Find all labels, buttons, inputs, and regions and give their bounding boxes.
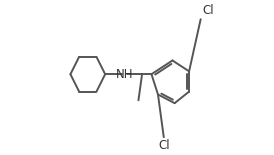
Text: Cl: Cl xyxy=(202,4,214,17)
Text: NH: NH xyxy=(116,68,133,81)
Text: Cl: Cl xyxy=(158,139,170,152)
